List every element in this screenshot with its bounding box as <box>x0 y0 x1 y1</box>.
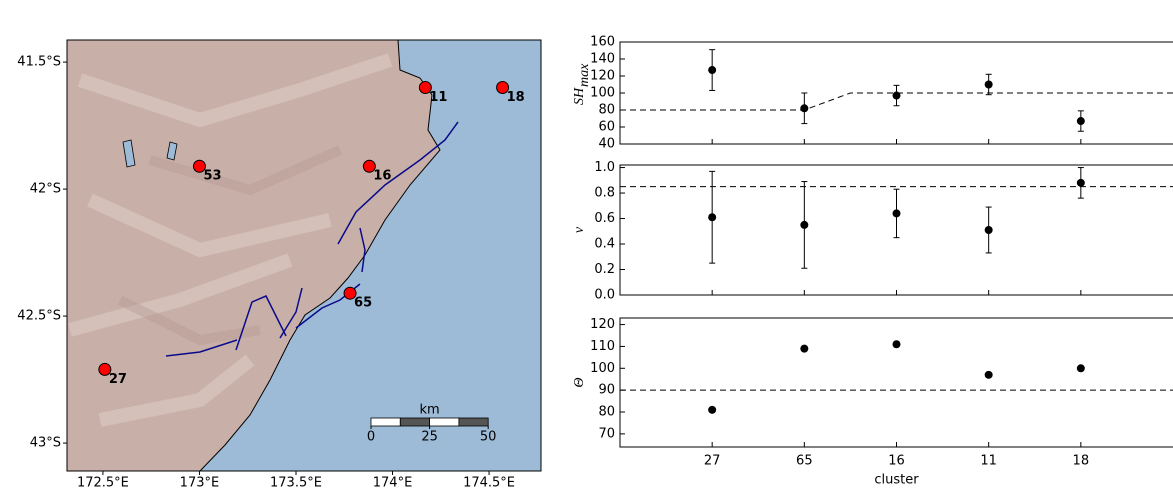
x-tick-label: 27 <box>704 454 721 469</box>
y-tick-label: 160 <box>590 35 615 50</box>
x-tick-label: 173.5°E <box>270 476 322 491</box>
y-tick-label: 0.2 <box>594 262 615 277</box>
y-tick-label: 60 <box>598 120 615 135</box>
y-tick-label: 42.5°S <box>17 309 61 324</box>
y-tick-label: 90 <box>598 383 615 398</box>
y-tick-label: 42°S <box>30 182 61 197</box>
cluster-label: 18 <box>507 90 525 105</box>
data-point <box>800 221 808 229</box>
y-tick-label: 100 <box>590 86 615 101</box>
x-tick-label: 173°E <box>180 476 220 491</box>
y-tick-label: 80 <box>598 405 615 420</box>
y-axis-label: ν <box>572 226 587 233</box>
x-axis-label: cluster <box>874 473 919 488</box>
data-point <box>985 81 993 89</box>
data-point <box>708 66 716 74</box>
scale-segment <box>430 418 459 426</box>
scale-title: km <box>419 403 439 418</box>
figure: 172.5°E 173°E 173.5°E 174°E 174.5°E 41.5°S 42°… <box>0 0 1173 491</box>
y-tick-label: 41.5°S <box>17 55 61 70</box>
data-point <box>1077 117 1085 125</box>
y-axis-label: Θ <box>572 377 587 387</box>
y-tick-label: 120 <box>590 69 615 84</box>
scale-tick-label: 50 <box>480 430 497 445</box>
data-point <box>800 345 808 353</box>
data-point <box>985 371 993 379</box>
data-point <box>985 226 993 234</box>
y-tick-label: 0.8 <box>594 186 615 201</box>
scale-segment <box>371 418 400 426</box>
y-tick-label: 100 <box>590 361 615 376</box>
map-background <box>67 40 541 471</box>
axes-frame <box>620 318 1173 447</box>
y-tick-label: 140 <box>590 52 615 67</box>
x-tick-label: 174°E <box>373 476 413 491</box>
y-tick-label: 0.0 <box>594 288 615 303</box>
cluster-label: 11 <box>429 90 447 105</box>
y-axis-label-sub: max <box>577 63 592 87</box>
x-tick-label: 16 <box>888 454 905 469</box>
cluster-label: 27 <box>109 372 127 387</box>
cluster-label: 65 <box>354 296 372 311</box>
y-tick-label: 1.0 <box>594 160 615 175</box>
data-point <box>1077 364 1085 372</box>
y-tick-label: 80 <box>598 103 615 118</box>
scale-segment <box>459 418 488 426</box>
y-axis-label-main: SH <box>572 87 587 105</box>
x-tick-label: 11 <box>980 454 997 469</box>
scale-segment <box>400 418 429 426</box>
x-tick-label: 174.5°E <box>463 476 515 491</box>
data-point <box>893 209 901 217</box>
x-tick-label: 65 <box>796 454 813 469</box>
y-tick-label: 0.6 <box>594 211 615 226</box>
data-point <box>893 340 901 348</box>
y-tick-label: 43°S <box>30 436 61 451</box>
y-axis-label-main: ν <box>572 226 587 233</box>
data-point <box>708 406 716 414</box>
data-point <box>708 213 716 221</box>
y-tick-label: 70 <box>598 426 615 441</box>
x-tick-label: 18 <box>1073 454 1090 469</box>
y-tick-label: 110 <box>590 339 615 354</box>
scale-tick-label: 0 <box>367 430 375 445</box>
x-tick-label: 172.5°E <box>77 476 129 491</box>
y-tick-label: 0.4 <box>594 237 615 252</box>
data-point <box>800 104 808 112</box>
cluster-label: 53 <box>203 169 221 184</box>
y-tick-label: 40 <box>598 137 615 152</box>
cluster-label: 16 <box>373 169 391 184</box>
y-tick-label: 120 <box>590 317 615 332</box>
data-point <box>893 92 901 100</box>
data-point <box>1077 179 1085 187</box>
y-axis-label-main: Θ <box>572 377 587 387</box>
scale-tick-label: 25 <box>421 430 438 445</box>
